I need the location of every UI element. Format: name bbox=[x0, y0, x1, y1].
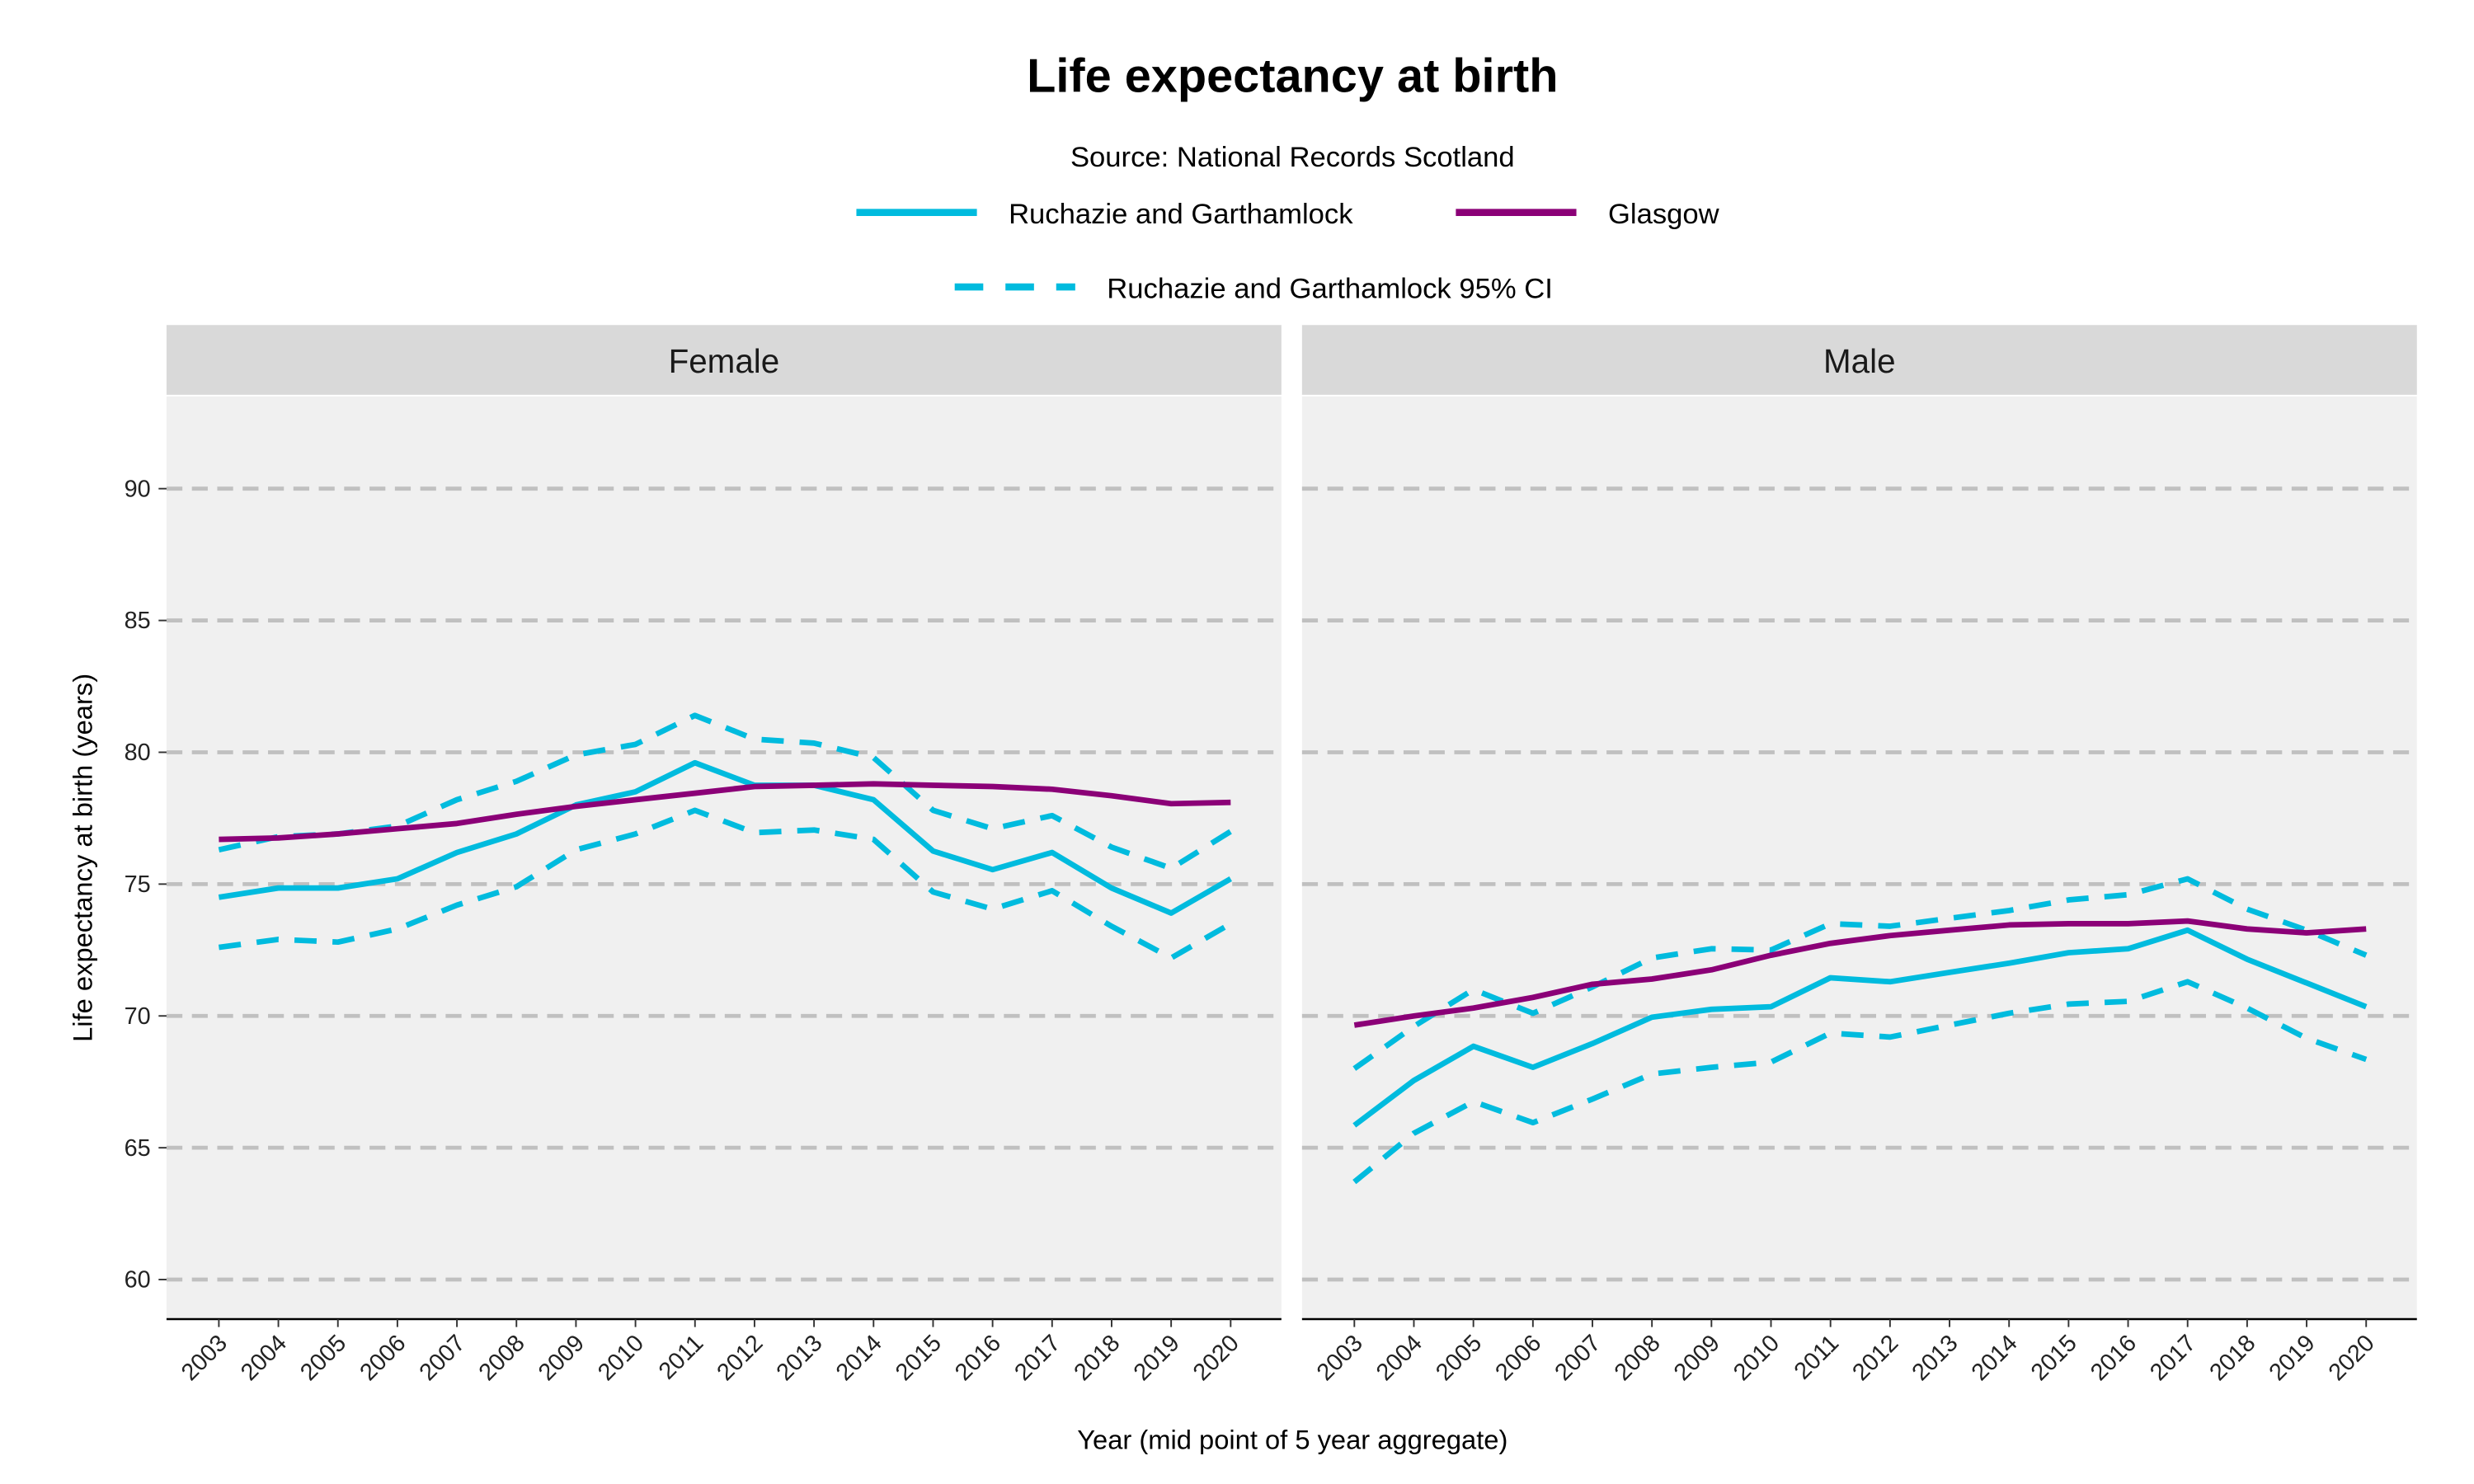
x-tick-label: 2009 bbox=[534, 1330, 590, 1386]
x-tick-label: 2004 bbox=[1371, 1330, 1427, 1386]
x-tick-label: 2007 bbox=[415, 1330, 471, 1386]
x-tick-label: 2011 bbox=[654, 1330, 708, 1384]
series-ci-lower bbox=[1352, 979, 2368, 1185]
x-tick-label: 2006 bbox=[355, 1330, 411, 1386]
legend-label: Ruchazie and Garthamlock bbox=[1009, 199, 1353, 230]
x-tick-label: 2015 bbox=[2026, 1330, 2082, 1386]
x-tick-label: 2019 bbox=[2265, 1330, 2321, 1386]
series-ci-upper bbox=[1352, 876, 2368, 1071]
x-tick-label: 2013 bbox=[1907, 1330, 1964, 1386]
panel-male: Male 2003 2004 2005 2006 2007 2008 2009 2010 2011… bbox=[1301, 325, 2417, 1386]
legend-label: Glasgow bbox=[1608, 199, 1720, 230]
facet-strip bbox=[1301, 325, 2417, 395]
x-tick-label: 2017 bbox=[2145, 1330, 2201, 1386]
legend-label: Ruchazie and Garthamlock 95% CI bbox=[1107, 274, 1553, 305]
x-tick-label: 2018 bbox=[1069, 1330, 1125, 1386]
x-tick-label: 2017 bbox=[1009, 1330, 1065, 1386]
x-tick-label: 2016 bbox=[950, 1330, 1006, 1386]
x-tick-label: 2006 bbox=[1490, 1330, 1546, 1386]
series-ruchazie-garthamlock bbox=[1352, 927, 2368, 1128]
series-ci-lower bbox=[218, 807, 1232, 961]
y-tick-label: 80 bbox=[125, 740, 151, 766]
panel-female: Female 60 65 70 75 80 85 90 2003 2004 2005 2006 2007… bbox=[125, 325, 1282, 1386]
series-glasgow bbox=[1353, 918, 2367, 1028]
chart-subtitle: Source: National Records Scotland bbox=[1070, 142, 1515, 173]
x-tick-label: 2011 bbox=[1790, 1330, 1844, 1384]
x-tick-label: 2012 bbox=[712, 1330, 768, 1386]
plot-background bbox=[1301, 396, 2417, 1319]
y-tick-label: 90 bbox=[125, 476, 151, 502]
facet-label: Male bbox=[1823, 342, 1896, 380]
x-tick-label: 2009 bbox=[1669, 1330, 1725, 1386]
x-tick-label: 2005 bbox=[1431, 1330, 1487, 1386]
x-tick-label: 2010 bbox=[593, 1330, 649, 1386]
series-glasgow bbox=[219, 781, 1231, 843]
x-tick-label: 2015 bbox=[891, 1330, 947, 1386]
x-tick-label: 2008 bbox=[1610, 1330, 1666, 1386]
x-tick-label: 2004 bbox=[236, 1330, 292, 1386]
series-ruchazie-garthamlock bbox=[218, 759, 1232, 916]
x-tick-label: 2014 bbox=[1967, 1330, 2023, 1386]
facet-label: Female bbox=[669, 342, 780, 380]
y-tick-label: 65 bbox=[125, 1135, 151, 1162]
x-tick-label: 2010 bbox=[1729, 1330, 1785, 1386]
y-tick-label: 60 bbox=[125, 1267, 151, 1294]
chart-title: Life expectancy at birth bbox=[1027, 50, 1558, 103]
x-axis-label: Year (mid point of 5 year aggregate) bbox=[1077, 1425, 1507, 1455]
x-tick-label: 2013 bbox=[772, 1330, 828, 1386]
x-tick-label: 2003 bbox=[1312, 1330, 1368, 1386]
x-tick-label: 2016 bbox=[2086, 1330, 2142, 1386]
y-tick-label: 70 bbox=[125, 1003, 151, 1030]
legend: Ruchazie and Garthamlock Glasgow Ruchazie … bbox=[856, 199, 1720, 305]
plot-background bbox=[166, 396, 1282, 1319]
x-tick-label: 2012 bbox=[1847, 1330, 1903, 1386]
y-axis-label: Life expectancy at birth (years) bbox=[68, 674, 98, 1042]
facet-strip bbox=[166, 325, 1282, 395]
x-tick-label: 2007 bbox=[1550, 1330, 1606, 1386]
x-tick-label: 2018 bbox=[2204, 1330, 2260, 1386]
x-tick-label: 2020 bbox=[2324, 1330, 2380, 1386]
x-tick-label: 2003 bbox=[176, 1330, 233, 1386]
y-tick-label: 75 bbox=[125, 871, 151, 898]
x-tick-label: 2019 bbox=[1129, 1330, 1185, 1386]
x-tick-label: 2020 bbox=[1188, 1330, 1244, 1386]
x-tick-label: 2005 bbox=[295, 1330, 351, 1386]
x-tick-label: 2014 bbox=[831, 1330, 887, 1386]
x-tick-label: 2008 bbox=[474, 1330, 530, 1386]
y-tick-label: 85 bbox=[125, 608, 151, 634]
